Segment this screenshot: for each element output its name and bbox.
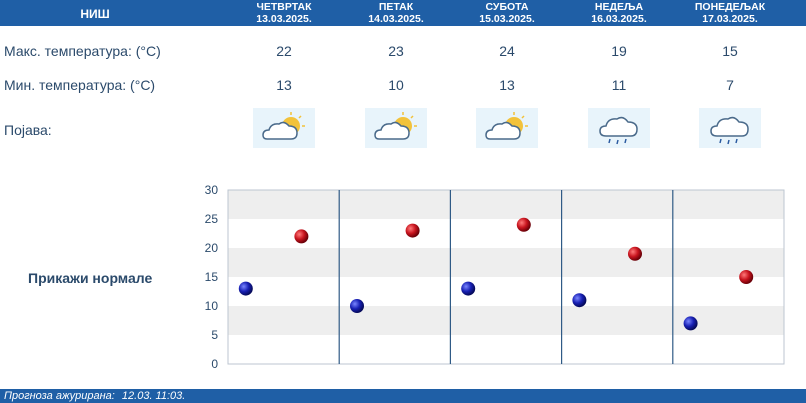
- day-name: ПОНЕДЕЉАК: [694, 1, 766, 13]
- min-temp-value: 13: [499, 77, 515, 93]
- y-tick-label: 5: [211, 328, 218, 342]
- header-bar: [0, 0, 806, 26]
- max-temp-value: 24: [499, 43, 515, 59]
- show-normals-button[interactable]: Прикажи нормале: [28, 270, 153, 286]
- day-header: СУБОТА 15.03.2025.: [451, 1, 563, 26]
- day-name: ПЕТАК: [378, 1, 414, 13]
- partly-cloudy-icon: [365, 108, 427, 148]
- day-date: 17.03.2025.: [702, 13, 758, 25]
- grid-band: [228, 219, 784, 248]
- location-name: НИШ: [80, 7, 110, 21]
- max-temp-value: 22: [276, 43, 292, 59]
- grid-band: [228, 335, 784, 364]
- grid-band: [228, 277, 784, 306]
- update-label: Прогноза ажурирана:: [4, 390, 115, 402]
- max-temp-point: [739, 270, 754, 284]
- max-temp-point: [405, 223, 420, 238]
- day-date: 15.03.2025.: [479, 13, 535, 25]
- grid-band: [228, 190, 784, 219]
- phenomenon-label: Појава:: [4, 122, 52, 138]
- max-temp-label: Макс. температура: (°C): [4, 43, 161, 59]
- min-temp-point: [238, 281, 253, 296]
- day-date: 13.03.2025.: [256, 13, 312, 25]
- y-tick-label: 20: [205, 241, 219, 255]
- day-date: 16.03.2025.: [591, 13, 647, 25]
- grid-band: [228, 248, 784, 277]
- partly-cloudy-icon: [253, 108, 315, 148]
- plot-border: [227, 189, 785, 365]
- partly-cloudy-icon: [476, 108, 538, 148]
- max-temp-value: 15: [722, 43, 738, 59]
- day-name: НЕДЕЉА: [594, 1, 644, 13]
- temperature-chart: 0 5 10 15 20 25 30: [205, 183, 785, 371]
- min-temp-point: [461, 281, 476, 296]
- day-name: ЧЕТВРТАК: [256, 1, 312, 13]
- min-temp-point: [572, 293, 587, 308]
- y-tick-label: 0: [211, 357, 218, 371]
- min-temp-value: 13: [276, 77, 292, 93]
- y-tick-label: 30: [205, 183, 219, 197]
- min-temp-point: [349, 299, 364, 313]
- max-temp-value: 23: [388, 43, 404, 59]
- max-temp-value: 19: [611, 43, 627, 59]
- max-temp-point: [627, 246, 642, 261]
- day-header: ЧЕТВРТАК 13.03.2025.: [228, 1, 340, 26]
- min-temp-value: 7: [726, 77, 734, 93]
- grid-band: [228, 306, 784, 335]
- min-temp-value: 11: [611, 77, 627, 93]
- day-header: ПЕТАК 14.03.2025.: [340, 1, 452, 26]
- rain-cloud-icon: [699, 108, 761, 148]
- day-header: НЕДЕЉА 16.03.2025.: [563, 1, 675, 26]
- y-tick-label: 10: [205, 299, 219, 313]
- min-temp-label: Мин. температура: (°C): [4, 77, 156, 93]
- rain-cloud-icon: [588, 108, 650, 148]
- y-tick-label: 15: [205, 270, 219, 284]
- day-date: 14.03.2025.: [368, 13, 424, 25]
- y-tick-label: 25: [205, 212, 219, 226]
- max-temp-point: [516, 217, 531, 232]
- day-header: ПОНЕДЕЉАК 17.03.2025.: [674, 1, 786, 26]
- update-value: 12.03. 11:03.: [121, 390, 186, 402]
- min-temp-point: [683, 316, 698, 331]
- footer-bar: Прогноза ажурирана: 12.03. 11:03.: [0, 389, 806, 403]
- day-name: СУБОТА: [485, 1, 529, 13]
- max-temp-point: [294, 229, 309, 244]
- min-temp-value: 10: [388, 77, 404, 93]
